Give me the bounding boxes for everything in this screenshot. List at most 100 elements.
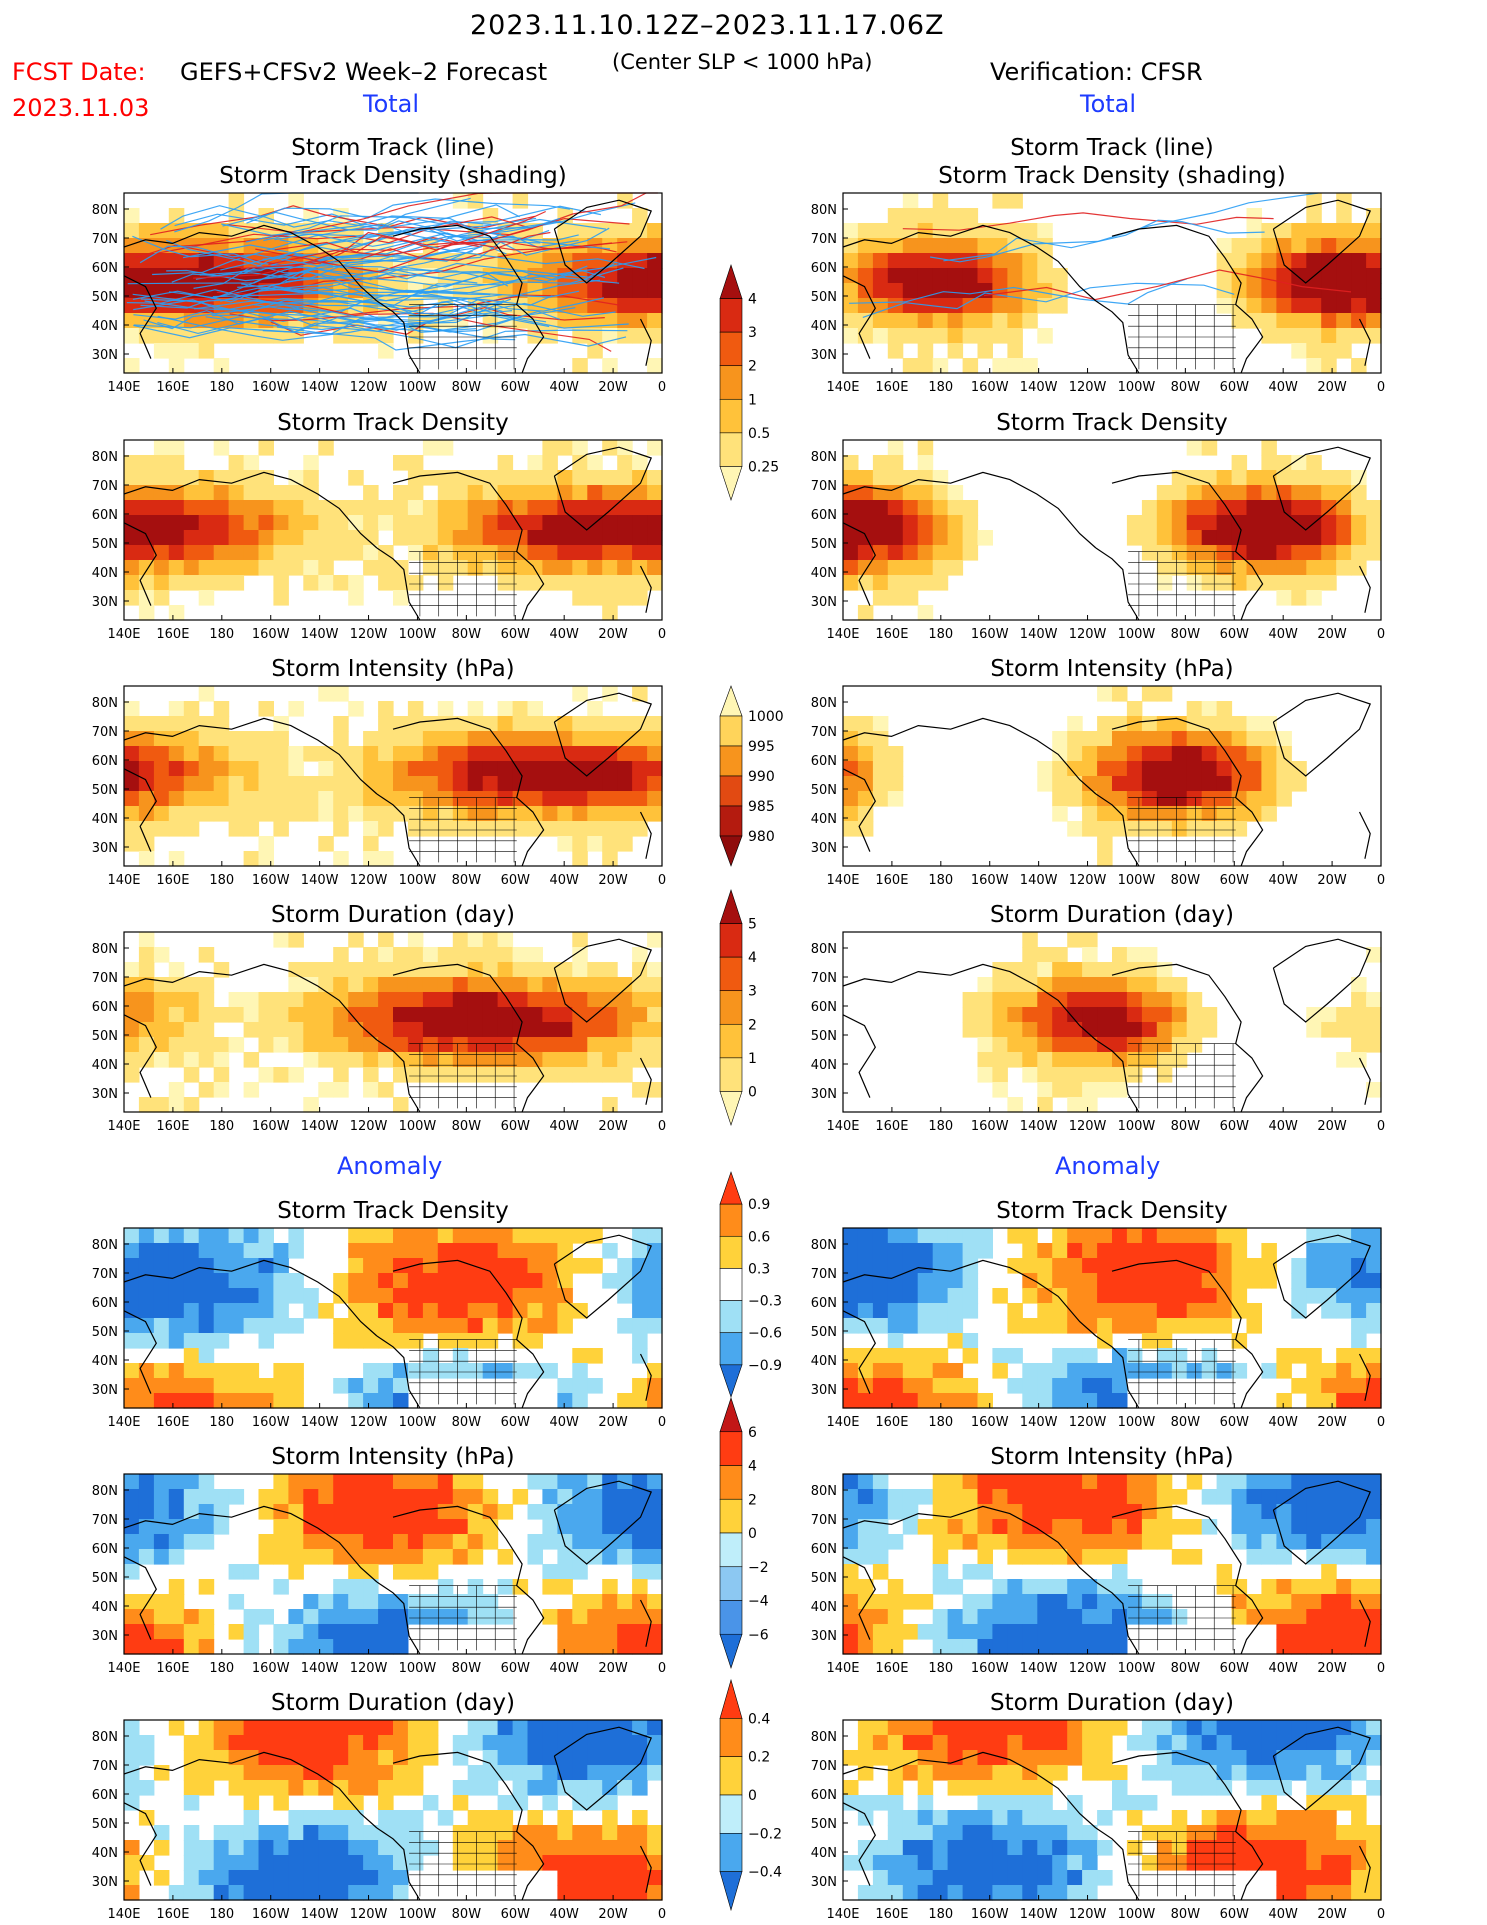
- lat-tick-label: 40N: [92, 812, 118, 827]
- lon-tick-label: 160E: [875, 380, 908, 395]
- coastline: [1095, 1827, 1140, 1901]
- lon-tick-label: 60W: [1220, 1415, 1250, 1430]
- lat-tick-label: 30N: [92, 595, 118, 610]
- lon-tick-label: 0: [1377, 1415, 1385, 1430]
- lat-tick-label: 50N: [92, 783, 118, 798]
- lon-tick-label: 60W: [1220, 380, 1250, 395]
- map-frame: [123, 685, 663, 867]
- lat-tick-label: 40N: [811, 1354, 837, 1369]
- lon-tick-label: 120W: [350, 627, 388, 642]
- coastline: [842, 1751, 1097, 1829]
- coastline: [123, 224, 378, 302]
- lon-tick-label: 0: [658, 380, 666, 395]
- lat-tick-label: 60N: [811, 1542, 837, 1557]
- coastline: [1272, 446, 1372, 531]
- lon-tick-label: 100W: [1118, 380, 1156, 395]
- colorbar-label: 1: [748, 392, 757, 408]
- colorbar-swatch: [719, 715, 743, 747]
- coastline: [1272, 692, 1372, 777]
- lon-tick-label: 120W: [350, 380, 388, 395]
- anomaly-label-right: Anomaly: [1055, 1152, 1161, 1180]
- map-frame: [123, 439, 663, 621]
- lon-tick-label: 0: [1377, 1661, 1385, 1676]
- colorbar-label: 0: [748, 1084, 757, 1100]
- colorbar-swatch: [719, 1203, 743, 1237]
- coastline: [376, 1335, 421, 1409]
- lon-tick-label: 140W: [301, 1907, 339, 1922]
- lat-tick-label: 70N: [811, 232, 837, 247]
- coastline: [123, 522, 157, 606]
- lon-tick-label: 20W: [1317, 380, 1347, 395]
- coastline: [1111, 1259, 1264, 1409]
- map-frame: [123, 192, 663, 374]
- lat-tick-label: 70N: [92, 479, 118, 494]
- lat-tick-label: 60N: [92, 261, 118, 276]
- coastline: [1095, 300, 1140, 374]
- lon-tick-label: 80W: [1171, 1907, 1201, 1922]
- lon-tick-label: 160E: [875, 1661, 908, 1676]
- coastline: [123, 275, 157, 359]
- lon-tick-label: 120W: [1069, 1907, 1107, 1922]
- lon-tick-label: 40W: [1268, 1415, 1298, 1430]
- coastline: [553, 692, 653, 777]
- colorbar-label: −0.4: [748, 1865, 782, 1881]
- lon-tick-label: 140E: [826, 380, 859, 395]
- coastline: [553, 938, 653, 1023]
- lat-tick-label: 40N: [811, 812, 837, 827]
- anomaly-label-left: Anomaly: [337, 1152, 443, 1180]
- coastline: [1095, 1581, 1140, 1655]
- lon-tick-label: 60W: [1220, 873, 1250, 888]
- lon-tick-label: 140E: [826, 1661, 859, 1676]
- colorbar-swatch: [719, 1566, 743, 1601]
- lat-tick-label: 50N: [811, 1571, 837, 1586]
- colorbar-label: −0.9: [748, 1358, 782, 1374]
- lon-tick-label: 20W: [1317, 1661, 1347, 1676]
- coastline: [1272, 199, 1372, 284]
- coastline: [1272, 1726, 1372, 1811]
- coastline: [553, 1726, 653, 1811]
- lon-tick-label: 0: [1377, 380, 1385, 395]
- lat-tick-label: 80N: [811, 942, 837, 957]
- coastline: [842, 768, 876, 852]
- panel-title: Storm Intensity (hPa): [990, 656, 1233, 682]
- lon-tick-label: 40W: [1268, 380, 1298, 395]
- map-frame: [842, 931, 1382, 1113]
- panel-title: Storm Track (line): [291, 135, 494, 161]
- colorbar-swatch: [719, 1600, 743, 1635]
- lon-tick-label: 80W: [452, 873, 482, 888]
- lat-tick-label: 70N: [811, 1513, 837, 1528]
- map-frame: [123, 1719, 663, 1901]
- lat-tick-label: 80N: [811, 1484, 837, 1499]
- lon-tick-label: 40W: [1268, 1661, 1298, 1676]
- colorbar-label: 6: [748, 1425, 757, 1441]
- colorbar-label: 0.4: [748, 1711, 770, 1727]
- model-label: GEFS+CFSv2 Week–2 Forecast: [180, 58, 548, 86]
- lon-tick-label: 0: [658, 627, 666, 642]
- lon-tick-label: 140E: [107, 1119, 140, 1134]
- colorbar-swatch: [719, 805, 743, 837]
- coastline: [842, 522, 876, 606]
- colorbar-label: 0.3: [748, 1261, 770, 1277]
- panel-title: Storm Track Density: [277, 410, 508, 436]
- lon-tick-label: 60W: [1220, 1119, 1250, 1134]
- lon-tick-label: 40W: [549, 1119, 579, 1134]
- colorbar-swatch: [719, 466, 743, 501]
- lat-tick-label: 50N: [811, 537, 837, 552]
- lon-tick-label: 20W: [1317, 1119, 1347, 1134]
- lon-tick-label: 120W: [350, 1119, 388, 1134]
- lat-tick-label: 40N: [811, 319, 837, 334]
- coastline: [376, 1039, 421, 1113]
- map-frame: [842, 439, 1382, 621]
- lat-tick-label: 80N: [92, 450, 118, 465]
- lon-tick-label: 60W: [501, 380, 531, 395]
- lat-tick-label: 50N: [811, 290, 837, 305]
- lat-tick-label: 70N: [92, 232, 118, 247]
- lon-tick-label: 120W: [350, 873, 388, 888]
- lat-tick-label: 60N: [811, 1000, 837, 1015]
- lon-tick-label: 160E: [875, 627, 908, 642]
- coastline: [123, 471, 378, 549]
- colorbar-swatch: [719, 1171, 743, 1205]
- coastline: [123, 1259, 378, 1337]
- coastline: [1358, 1057, 1371, 1105]
- lon-tick-label: 140E: [826, 873, 859, 888]
